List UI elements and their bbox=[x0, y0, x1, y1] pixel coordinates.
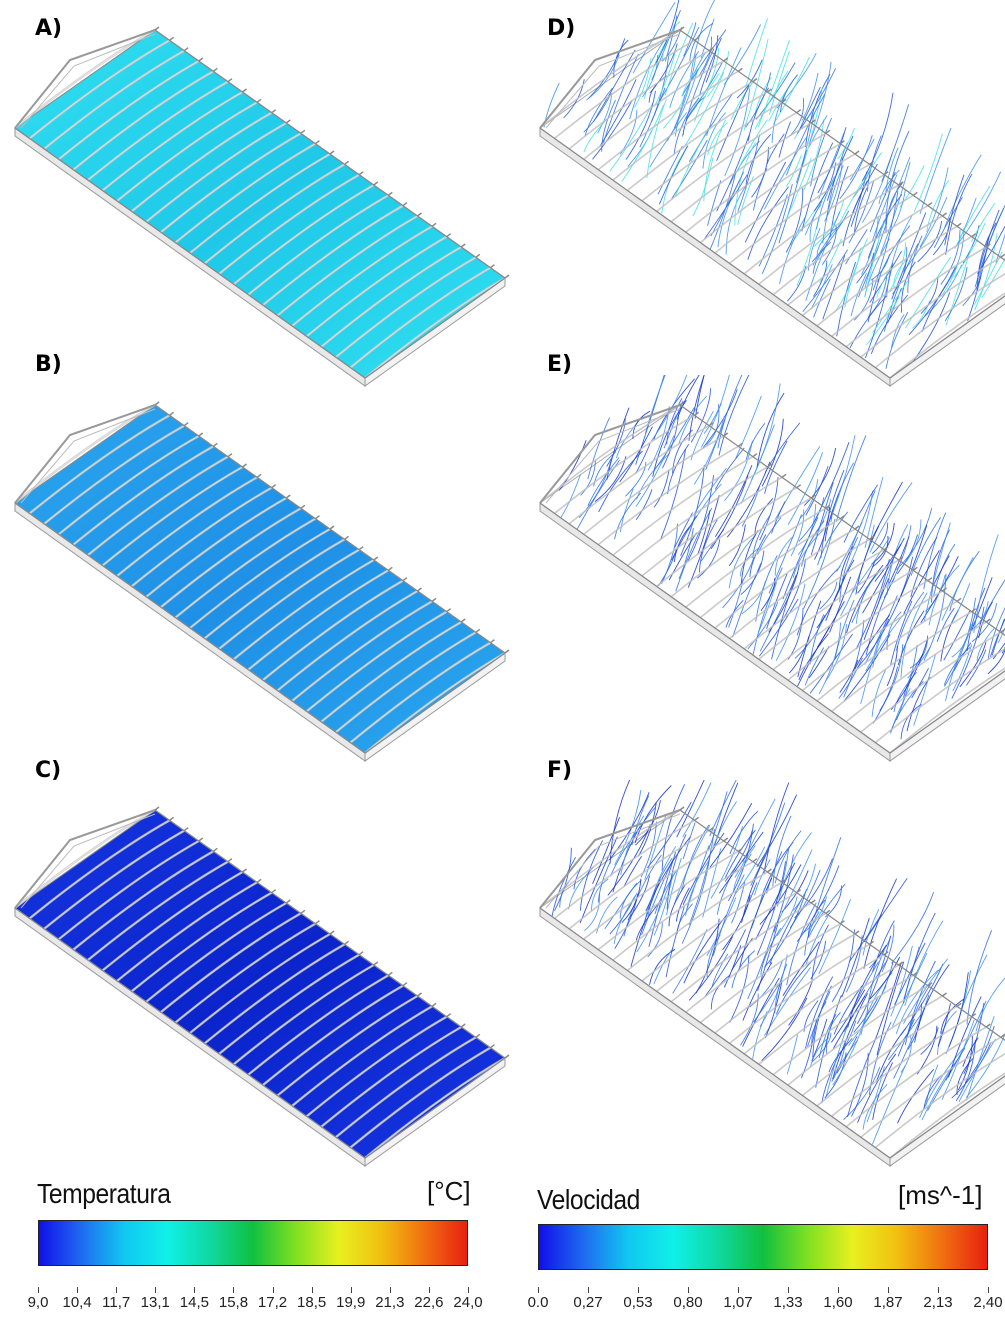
panel-label-f: F) bbox=[547, 758, 573, 783]
panel-label-c: C) bbox=[35, 758, 62, 783]
temperature-tick-mark bbox=[194, 1287, 196, 1293]
temperature-tick-label: 15,8 bbox=[218, 1294, 249, 1311]
panel-label-b: B) bbox=[35, 352, 62, 377]
temperature-tick-mark bbox=[272, 1287, 274, 1293]
temperature-tick-mark bbox=[155, 1287, 157, 1293]
panel-label-e: E) bbox=[547, 352, 573, 377]
temperature-tick-label: 13,1 bbox=[140, 1294, 170, 1311]
velocity-tick-mark bbox=[688, 1287, 689, 1293]
temperature-tick-label: 9,0 bbox=[27, 1294, 49, 1311]
velocity-tick-mark bbox=[988, 1287, 989, 1293]
temperature-tick-mark bbox=[350, 1287, 352, 1293]
panel-f-diagram bbox=[539, 780, 1005, 1167]
velocity-legend-title: Velocidad bbox=[537, 1184, 640, 1215]
panel-c-diagram bbox=[14, 806, 510, 1167]
temperature-tick-label: 17,2 bbox=[257, 1294, 288, 1311]
velocity-tick-mark bbox=[888, 1287, 889, 1293]
velocity-tick-mark bbox=[938, 1287, 939, 1293]
temperature-tick-label: 21,3 bbox=[375, 1294, 405, 1311]
velocity-tick-mark bbox=[838, 1287, 839, 1293]
panel-label-a: A) bbox=[35, 16, 63, 41]
temperature-tick-label: 18,5 bbox=[297, 1294, 327, 1311]
temperature-tick-label: 24,0 bbox=[453, 1294, 483, 1311]
panel-a-diagram bbox=[14, 26, 510, 387]
temperature-tick-mark bbox=[116, 1287, 118, 1293]
velocity-tick-label: 0,53 bbox=[623, 1294, 653, 1311]
temperature-tick-label: 11,7 bbox=[102, 1294, 131, 1311]
velocity-legend-unit: [ms^-1] bbox=[898, 1180, 983, 1210]
temperature-tick-mark bbox=[38, 1287, 39, 1293]
greenhouse-model bbox=[14, 26, 510, 387]
panel-b-diagram bbox=[14, 401, 510, 762]
temperature-tick-mark bbox=[233, 1287, 235, 1293]
temperature-tick-label: 10,4 bbox=[62, 1294, 92, 1311]
temperature-tick-mark bbox=[311, 1287, 313, 1293]
velocity-tick-label: 2,40 bbox=[973, 1294, 1003, 1311]
velocity-tick-mark bbox=[588, 1287, 589, 1293]
temperature-tick-mark bbox=[428, 1287, 430, 1293]
velocity-tick-labels: 0.0 0,27 0,53 0,80 1,07 1,33 1,60 1,87 2,13 2,40 bbox=[528, 1287, 1003, 1324]
velocity-tick-mark bbox=[638, 1287, 639, 1293]
panel-label-d: D) bbox=[547, 16, 576, 41]
temperature-legend-title: Temperatura bbox=[37, 1178, 171, 1209]
temperature-tick-mark bbox=[468, 1287, 469, 1293]
velocity-tick-label: 2,13 bbox=[923, 1294, 953, 1311]
greenhouse-model bbox=[539, 375, 1005, 762]
velocity-tick-mark bbox=[538, 1287, 539, 1293]
panel-d-diagram bbox=[539, 0, 1005, 387]
temperature-colorbar bbox=[38, 1220, 468, 1266]
temperature-tick-label: 14,5 bbox=[179, 1294, 209, 1311]
velocity-tick-mark bbox=[788, 1287, 789, 1293]
temperature-tick-label: 19,9 bbox=[336, 1294, 366, 1311]
greenhouse-model bbox=[14, 806, 510, 1167]
greenhouse-model bbox=[539, 780, 1005, 1167]
temperature-tick-mark bbox=[77, 1287, 79, 1293]
velocity-tick-label: 1,07 bbox=[723, 1294, 753, 1311]
panel-e-diagram bbox=[539, 375, 1005, 762]
temperature-legend-unit: [°C] bbox=[427, 1176, 471, 1206]
velocity-tick-label: 1,33 bbox=[773, 1294, 803, 1311]
velocity-colorbar bbox=[538, 1224, 988, 1270]
velocity-tick-label: 0,80 bbox=[673, 1294, 703, 1311]
velocity-tick-label: 1,87 bbox=[873, 1294, 903, 1311]
temperature-tick-mark bbox=[389, 1287, 391, 1293]
velocity-tick-label: 0.0 bbox=[527, 1294, 549, 1311]
velocity-tick-label: 0,27 bbox=[573, 1294, 603, 1311]
greenhouse-model bbox=[539, 0, 1005, 387]
temperature-tick-label: 22,6 bbox=[414, 1294, 444, 1311]
velocity-tick-mark bbox=[738, 1287, 739, 1293]
greenhouse-model bbox=[14, 401, 510, 762]
velocity-tick-label: 1,60 bbox=[823, 1294, 853, 1311]
temperature-tick-labels: 9,0 10,4 11,7 13,1 14,5 15,8 17,2 18,5 19,9 21,3 2… bbox=[28, 1287, 483, 1324]
